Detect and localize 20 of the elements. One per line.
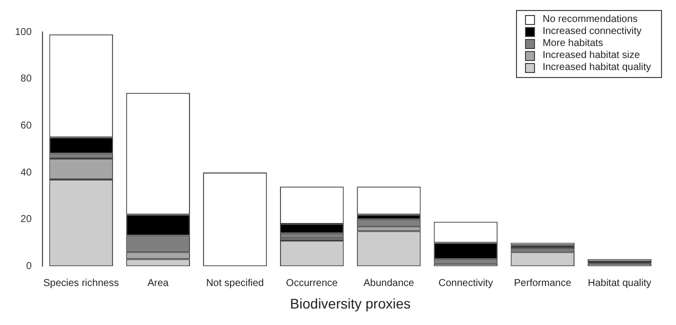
x-tick-label: Not specified [206,278,264,289]
legend-label: No recommendations [542,14,638,26]
x-tick-label: Abundance [363,278,415,289]
x-tick-label: Habitat quality [588,278,652,289]
y-tick-label: 80 [20,74,32,85]
y-tick-label: 100 [14,26,32,38]
y-tick-label: 40 [20,167,32,178]
y-tick-label: 0 [26,260,32,272]
legend-label: Increased habitat quality [542,62,651,74]
y-tick-label: 20 [20,214,32,226]
x-tick-label: Connectivity [438,278,493,289]
legend-label: Increased habitat size [542,50,640,62]
legend-label: More habitats [542,38,604,50]
legend-label: Increased connectivity [542,26,642,38]
y-tick-label: 60 [20,120,32,132]
x-tick-label: Species richness [43,278,119,289]
x-axis-title: Biodiversity proxies [290,295,411,312]
x-tick-label: Performance [514,278,572,289]
x-tick-label: Area [147,278,170,289]
x-tick-label: Occurrence [286,278,338,289]
